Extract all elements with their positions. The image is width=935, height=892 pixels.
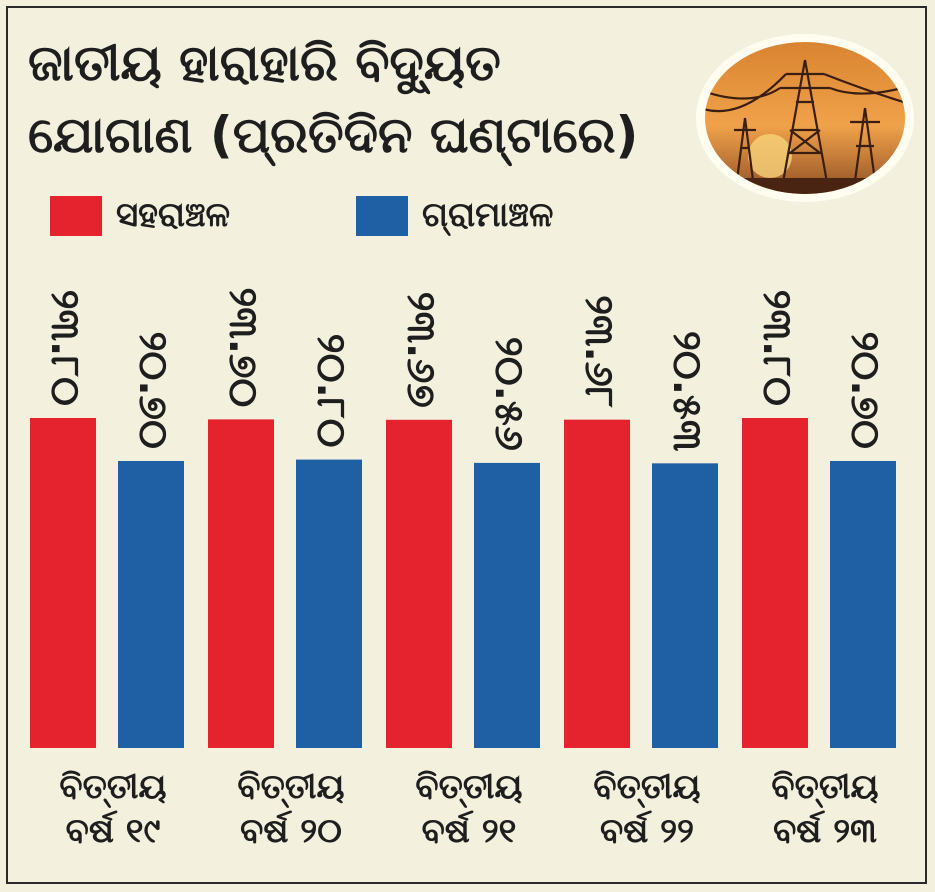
bar-rural-1 <box>296 459 362 748</box>
data-label-urban-0: ୨୩.୮୦ <box>42 290 88 406</box>
x-tick-label-3-line-2: ବର୍ଷ ୨୨ <box>600 811 694 851</box>
bar-urban-0 <box>30 418 96 748</box>
x-tick-label-1-line-2: ବର୍ଷ ୨୦ <box>240 811 342 851</box>
data-label-rural-3: ୨୦.୫୩ <box>664 331 710 451</box>
x-tick-label-4: ବିତ୍ତୀୟ ବର୍ଷ ୨୩ <box>740 770 910 848</box>
x-tick-label-4-line-1: ବିତ୍ତୀୟ <box>771 767 879 807</box>
x-tick-label-0-line-2: ବର୍ଷ ୧୯ <box>65 811 161 851</box>
bar-rural-4 <box>830 460 896 748</box>
bar-rural-2 <box>474 462 540 748</box>
data-label-rural-0: ୨୦.୭୦ <box>130 331 176 449</box>
data-label-rural-2: ୨୦.୫୬ <box>486 337 532 451</box>
legend-label-urban: ସହରାଞ୍ଚଳ <box>116 195 231 235</box>
x-tick-label-3: ବିତ୍ତୀୟ ବର୍ଷ ୨୨ <box>562 770 732 848</box>
data-label-urban-4: ୨୩.୮୦ <box>754 290 800 406</box>
x-tick-label-1: ବିତ୍ତୀୟ ବର୍ଷ ୨୦ <box>206 770 376 848</box>
x-tick-label-0: ବିତ୍ତୀୟ ବର୍ଷ ୧୯ <box>28 770 198 848</box>
x-tick-label-2: ବିତ୍ତୀୟ ବର୍ଷ ୨୧ <box>384 770 554 848</box>
chart-frame <box>6 6 927 884</box>
power-tower-photo <box>700 38 910 198</box>
bar-urban-1 <box>208 419 274 748</box>
chart-title-line-2: ଯୋଗାଣ (ପ୍ରତିଦିନ ଘଣ୍ଟାରେ) <box>28 106 639 164</box>
data-label-urban-3: ୨୩.୬୮ <box>576 295 622 409</box>
x-tick-label-1-line-1: ବିତ୍ତୀୟ <box>237 767 345 807</box>
data-label-urban-1: ୨୩.୭୦ <box>220 287 266 407</box>
data-label-rural-4: ୨୦.୭୦ <box>842 331 888 449</box>
legend-swatch-urban <box>50 196 102 236</box>
data-label-rural-1: ୨୦.୮୦ <box>308 334 354 448</box>
legend-label-rural: ଗ୍ରାମାଞ୍ଚଳ <box>422 195 554 235</box>
bar-urban-3 <box>564 419 630 748</box>
x-tick-label-0-line-1: ବିତ୍ତୀୟ <box>59 767 167 807</box>
x-tick-label-3-line-1: ବିତ୍ତୀୟ <box>593 767 701 807</box>
bar-urban-2 <box>386 419 452 748</box>
x-tick-label-2-line-2: ବର୍ଷ ୨୧ <box>421 811 517 851</box>
data-label-urban-2: ୨୩.୬୭ <box>398 292 444 408</box>
x-tick-label-4-line-2: ବର୍ଷ ୨୩ <box>773 811 877 851</box>
bar-rural-3 <box>652 463 718 748</box>
bar-urban-4 <box>742 418 808 748</box>
bar-rural-0 <box>118 460 184 748</box>
chart-title-line-1: ଜାତୀୟ ହାରାହାରି ବିଦ୍ୟୁତ <box>28 34 501 92</box>
x-tick-label-2-line-1: ବିତ୍ତୀୟ <box>415 767 523 807</box>
legend-swatch-rural <box>356 196 408 236</box>
